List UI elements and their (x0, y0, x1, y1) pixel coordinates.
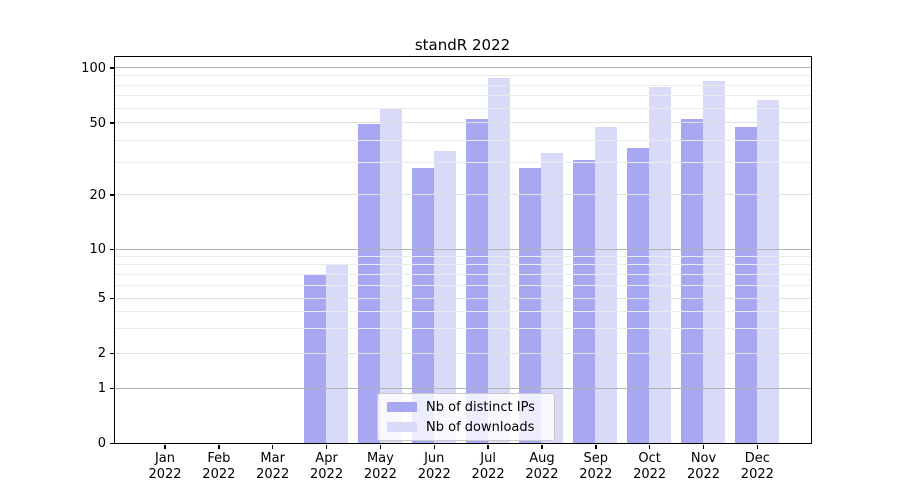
y-axis-tick (109, 297, 114, 300)
chart-title: standR 2022 (414, 36, 511, 54)
x-axis-tick-label: Sep 2022 (579, 451, 613, 482)
gridline-major (114, 387, 811, 389)
bar-distinct-ips (627, 148, 650, 443)
bar-distinct-ips (304, 274, 327, 443)
y-axis-tick-label: 100 (81, 60, 106, 76)
bar-distinct-ips (573, 160, 596, 443)
legend-swatch-ips (387, 402, 417, 412)
bar-distinct-ips (357, 124, 380, 443)
x-axis-tick-label: Feb 2022 (202, 451, 236, 482)
x-axis-tick (379, 444, 382, 449)
gridline-major (114, 248, 811, 250)
y-axis-tick (109, 248, 114, 251)
x-axis-tick (271, 444, 274, 449)
x-axis-tick (541, 444, 543, 449)
legend-swatch-downloads (387, 422, 417, 432)
bar-downloads (756, 100, 779, 443)
bar-distinct-ips (519, 168, 542, 443)
bar-distinct-ips (681, 119, 703, 443)
gridline-minor (114, 255, 811, 257)
x-axis-tick-label: Jun 2022 (417, 451, 451, 482)
gridline-minor (114, 162, 811, 164)
bar-downloads (703, 81, 725, 443)
legend: Nb of distinct IPs Nb of downloads (377, 393, 555, 441)
x-axis-tick (756, 444, 759, 449)
gridline (114, 297, 811, 299)
gridline-minor (114, 264, 811, 266)
x-axis-tick (648, 444, 651, 449)
gridline-minor (114, 328, 811, 330)
gridline-major (114, 67, 811, 68)
x-axis-tick (325, 444, 328, 449)
gridline-minor (114, 273, 811, 275)
gridline (114, 194, 811, 195)
y-axis-tick-label: 10 (89, 242, 106, 257)
legend-label: Nb of distinct IPs (426, 399, 535, 415)
bar-downloads (379, 109, 402, 443)
y-axis-tick-label: 20 (89, 187, 106, 203)
legend-item: Nb of distinct IPs (387, 400, 545, 415)
x-axis-tick-label: Nov 2022 (686, 451, 721, 482)
y-axis-tick-label: 50 (89, 115, 106, 131)
x-axis-tick-label: Dec 2022 (740, 451, 774, 482)
y-axis-tick (109, 122, 114, 124)
x-axis-tick (487, 444, 489, 449)
y-axis-tick-label: 5 (97, 291, 106, 306)
x-axis-tick-label: May 2022 (363, 451, 397, 482)
gridline-minor (114, 107, 811, 109)
x-axis-tick (164, 444, 166, 449)
bar-distinct-ips (411, 168, 434, 443)
x-axis-tick (702, 444, 705, 449)
legend-item: Nb of downloads (387, 420, 545, 435)
y-axis-tick (109, 194, 114, 196)
gridline-minor (114, 84, 811, 86)
bar-distinct-ips (465, 119, 488, 443)
bar-downloads (433, 150, 456, 443)
y-axis-tick (109, 352, 114, 355)
y-axis-tick (109, 442, 114, 445)
plot-area (113, 56, 812, 444)
gridline-minor (114, 95, 811, 97)
x-axis-tick-label: Oct 2022 (633, 451, 667, 482)
y-axis-tick (109, 67, 114, 69)
gridline (114, 122, 811, 123)
gridline-minor (114, 310, 811, 312)
y-axis-tick-label: 2 (97, 346, 106, 361)
x-axis-tick-label: Jul 2022 (471, 451, 505, 482)
x-axis-tick (595, 444, 597, 449)
gridline-minor (114, 139, 811, 141)
y-axis-tick-label: 1 (97, 381, 106, 396)
x-axis-tick-label: Mar 2022 (256, 451, 290, 482)
x-axis-tick-label: Apr 2022 (310, 451, 344, 482)
gridline-minor (114, 284, 811, 286)
x-axis-tick (218, 444, 220, 449)
bar-downloads (487, 77, 510, 443)
x-axis-tick-label: Aug 2022 (525, 451, 559, 482)
gridline (114, 352, 811, 354)
bar-downloads (326, 264, 349, 443)
gridline-minor (114, 75, 811, 77)
x-axis-tick (433, 444, 435, 449)
x-axis-tick-label: Jan 2022 (148, 451, 182, 482)
y-axis-tick (109, 387, 114, 390)
legend-label: Nb of downloads (426, 419, 535, 435)
y-axis-tick-label: 0 (97, 436, 106, 451)
